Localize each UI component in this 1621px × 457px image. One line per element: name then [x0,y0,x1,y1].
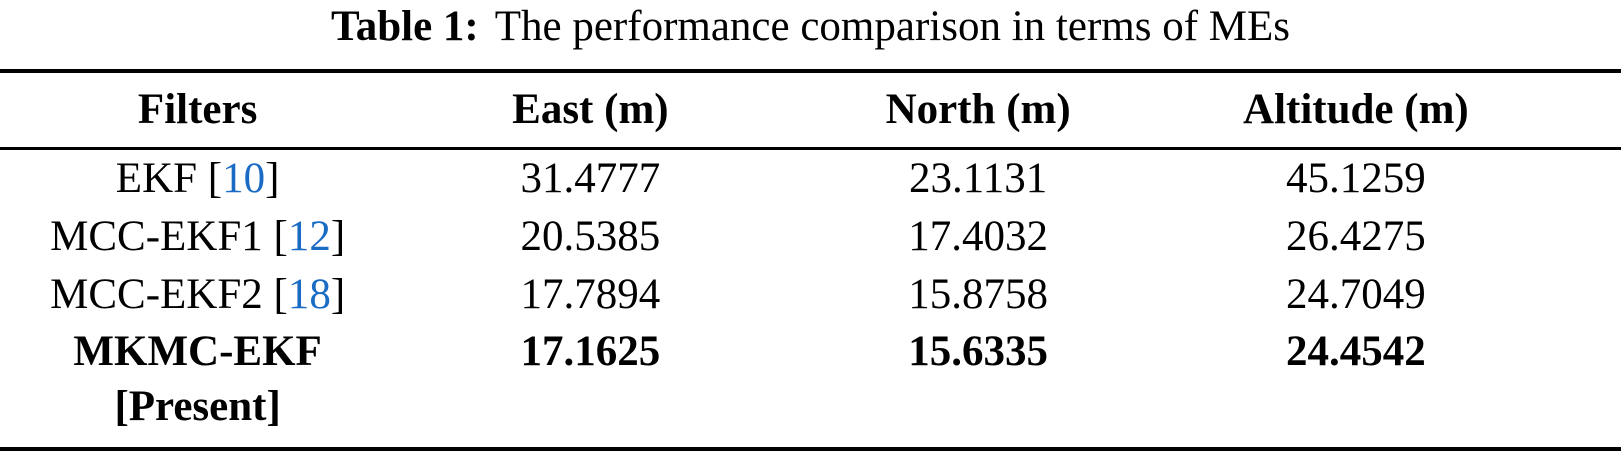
north-value: 15.8758 [908,271,1048,318]
citation-link[interactable]: 10 [222,155,266,202]
filter-name: MCC-EKF1 [50,213,263,260]
table-header-row: Filters East (m) North (m) Altitude (m) [0,73,1621,147]
header-east: East (m) [512,86,669,133]
table-row-ekf: EKF [10] 31.4777 23.1131 45.1259 [0,150,1621,208]
citation-bracket-open: [ [273,271,288,318]
citation-link[interactable]: 12 [287,213,331,260]
table-caption-label: Table 1: [331,3,479,50]
filter-name: EKF [115,155,198,202]
east-value: 31.4777 [520,155,661,202]
table-caption-text: The performance comparison in terms of M… [494,3,1290,50]
filter-name-cell: MCC-EKF1 [12] [0,208,395,266]
citation-bracket-close: ] [330,213,346,260]
north-value: 17.4032 [908,213,1048,260]
filter-name-cell: MKMC-EKF [Present] [0,324,395,434]
east-value: 20.5385 [520,213,661,260]
filter-name-cell: MCC-EKF2 [18] [0,266,395,324]
table-bottom-rule [0,447,1621,451]
citation-bracket-open: [ [207,155,223,202]
table-mid-rule [0,147,1621,150]
table-row-mkmc-ekf: MKMC-EKF [Present] 17.1625 15.6335 24.45… [0,324,1621,447]
citation-bracket-close: ] [330,271,346,318]
altitude-value: 26.4275 [1286,213,1426,260]
altitude-value: 45.1259 [1286,155,1426,202]
altitude-value: 24.7049 [1286,271,1426,318]
table-top-rule [0,69,1621,73]
east-value: 17.7894 [520,271,661,318]
east-value: 17.1625 [520,328,661,375]
citation-bracket-open: [ [273,213,288,260]
header-filters: Filters [137,86,258,133]
header-north: North (m) [885,86,1071,133]
filter-name-cell: EKF [10] [0,150,395,208]
filter-name: MKMC-EKF [73,328,322,375]
citation-bracket-close: ] [265,155,280,202]
filter-name-suffix: [Present] [114,383,281,430]
table-row-mcc-ekf2: MCC-EKF2 [18] 17.7894 15.8758 24.7049 [0,266,1621,324]
altitude-value: 24.4542 [1286,328,1426,375]
table-caption: Table 1: The performance comparison in te… [0,0,1621,69]
header-altitude: Altitude (m) [1243,86,1469,133]
north-value: 23.1131 [909,155,1048,202]
north-value: 15.6335 [908,328,1048,375]
table-row-mcc-ekf1: MCC-EKF1 [12] 20.5385 17.4032 26.4275 [0,208,1621,266]
citation-link[interactable]: 18 [287,271,331,318]
filter-name: MCC-EKF2 [50,271,263,318]
